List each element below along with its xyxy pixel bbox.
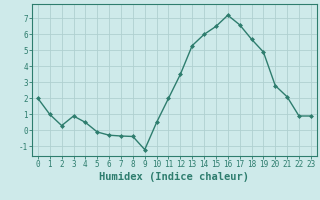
X-axis label: Humidex (Indice chaleur): Humidex (Indice chaleur) [100,172,249,182]
